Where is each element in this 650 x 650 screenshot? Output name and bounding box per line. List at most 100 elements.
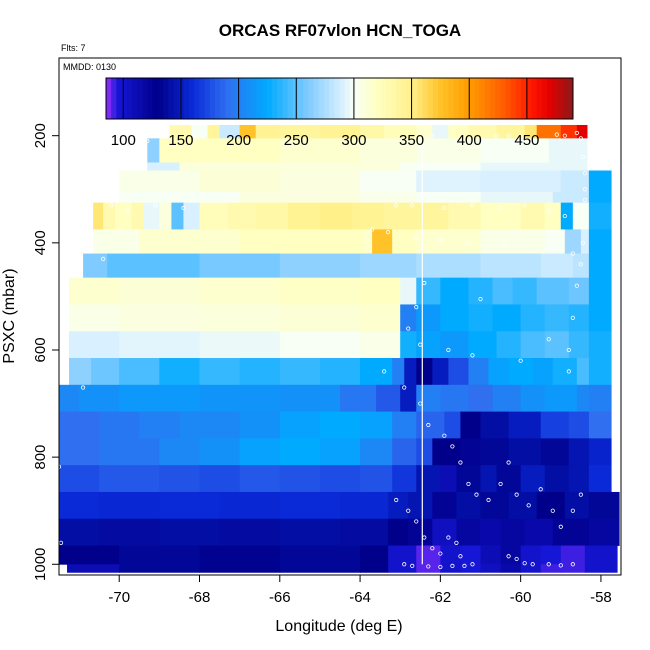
heat-cell-12-6 (376, 384, 401, 412)
x-axis-label: Longitude (deg E) (275, 618, 402, 635)
heat-cell-14-1 (99, 438, 160, 466)
heat-cell-14-6 (319, 438, 361, 466)
heat-cell-13-2 (139, 411, 181, 439)
heat-cell-14-13 (508, 438, 542, 466)
heat-cell-7-3 (279, 253, 361, 279)
heat-cell-14-12 (480, 438, 510, 466)
heat-cell-0-13 (468, 124, 498, 139)
heat-cell-5-12 (319, 202, 353, 230)
heat-cell-0-18 (576, 124, 588, 139)
flight-point-76 (430, 546, 435, 551)
heat-cell-6-5 (372, 229, 393, 254)
colorbar-cell-76 (500, 78, 507, 119)
flight-point-77 (438, 551, 443, 556)
heat-cell-6-3 (319, 229, 365, 254)
flight-point-66 (550, 508, 555, 513)
heat-cell-2-5 (560, 162, 588, 171)
flight-point-82 (514, 556, 519, 562)
colorbar-cell-73 (484, 78, 491, 119)
colorbar-cell-56 (396, 78, 403, 119)
heat-cell-13-4 (239, 411, 281, 439)
heat-cell-1-5 (480, 138, 550, 163)
heat-cell-14-2 (159, 438, 201, 466)
colorbar-tick-label-3: 250 (284, 132, 309, 149)
colorbar-cell-0 (106, 78, 112, 119)
heat-cell-15-2 (159, 465, 201, 493)
heat-cell-11-2 (119, 358, 160, 386)
colorbar-cell-20 (209, 78, 216, 119)
flight-point-89 (410, 563, 415, 568)
colorbar-cell-24 (230, 78, 237, 119)
heat-cell-11-3 (159, 358, 201, 386)
heat-cell-8-1 (119, 277, 201, 305)
colorbar-cell-29 (256, 78, 263, 119)
heat-cell-11-14 (468, 358, 490, 386)
heat-cell-16-10 (480, 491, 510, 520)
colorbar-cell-82 (531, 78, 538, 119)
colorbar-cell-44 (334, 78, 340, 119)
heat-cell-12-3 (199, 384, 281, 412)
flight-point-7 (578, 136, 583, 141)
heat-cell-5-11 (287, 202, 321, 230)
colorbar-tick-label-0: 100 (111, 132, 136, 149)
heat-cell-10-9 (496, 331, 522, 359)
heat-cell-10-8 (468, 331, 498, 359)
heat-cell-12-0 (59, 384, 80, 412)
heat-cell-10-12 (568, 331, 590, 359)
heat-cell-7-7 (540, 253, 574, 279)
heat-cell-15-13 (496, 465, 522, 493)
heat-cell-13-8 (392, 411, 417, 439)
colorbar-cell-75 (495, 78, 501, 119)
heat-cell-17-8 (432, 518, 458, 546)
colorbar-cell-48 (355, 78, 361, 119)
colorbar-cell-81 (526, 78, 532, 119)
heat-cell-13-13 (508, 411, 542, 439)
heat-cell-9-2 (199, 304, 281, 332)
heat-cell-11-19 (576, 358, 590, 386)
heat-cell-16-12 (536, 491, 566, 520)
colorbar-cell-32 (272, 78, 278, 119)
heat-cell-0-9 (384, 124, 417, 139)
heat-cell-14-8 (392, 438, 417, 466)
x-tick-label-4: -62 (430, 589, 452, 606)
x-tick-label-1: -68 (189, 589, 211, 606)
heat-cell-19-3 (279, 564, 361, 573)
heat-cell-15-15 (544, 465, 570, 493)
heat-cell-11-15 (488, 358, 510, 386)
heat-cell-9-4 (360, 304, 401, 332)
heat-cell-8-6 (416, 277, 441, 305)
heat-cell-6-4 (364, 229, 373, 254)
heat-cell-13-14 (540, 411, 570, 439)
flight-point-36 (466, 240, 471, 245)
heat-cell-5-13 (352, 202, 385, 230)
heat-cell-5-8 (199, 202, 229, 230)
heat-cell-15-11 (456, 465, 482, 493)
colorbar-cell-46 (344, 78, 351, 119)
heat-cell-19-5 (388, 564, 417, 573)
heat-cell-2-2 (319, 162, 401, 171)
heat-cell-12-13 (544, 384, 578, 412)
heat-cell-6-1 (139, 229, 241, 254)
heat-cell-18-16 (584, 545, 618, 565)
flight-point-33 (386, 230, 391, 235)
flight-point-8 (580, 155, 585, 160)
heat-cell-19-0 (67, 564, 120, 573)
flight-point-54 (426, 422, 431, 428)
colorbar-cell-27 (246, 78, 252, 119)
colorbar-tick-label-1: 150 (168, 132, 193, 149)
flight-point-84 (530, 562, 535, 567)
heat-cell-8-5 (400, 277, 417, 305)
flight-point-52 (402, 385, 407, 390)
heat-cell-14-14 (540, 438, 570, 466)
colorbar-cell-78 (510, 78, 517, 119)
flight-point-2 (506, 133, 511, 138)
colorbar-cell-3 (121, 78, 128, 119)
flight-point-1 (494, 133, 499, 138)
heat-cell-17-9 (456, 518, 482, 546)
colorbar-cell-69 (464, 78, 470, 119)
heat-cell-9-5 (400, 304, 417, 332)
colorbar-cell-19 (204, 78, 211, 119)
heat-cell-17-12 (524, 518, 554, 546)
heat-cell-1-6 (548, 138, 578, 163)
flight-point-83 (522, 561, 527, 566)
